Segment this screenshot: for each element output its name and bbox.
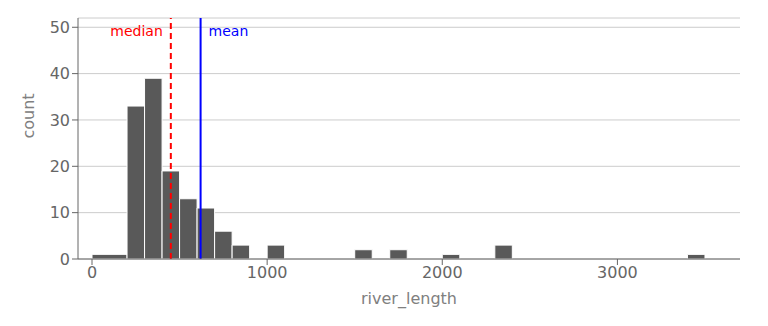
svg-text:count: count xyxy=(19,93,38,138)
svg-text:50: 50 xyxy=(50,18,70,37)
svg-text:40: 40 xyxy=(50,64,70,83)
svg-text:river_length: river_length xyxy=(361,289,457,309)
svg-text:1000: 1000 xyxy=(247,263,288,282)
svg-text:0: 0 xyxy=(87,263,97,282)
svg-text:0: 0 xyxy=(60,250,70,269)
svg-text:10: 10 xyxy=(50,203,70,222)
svg-text:mean: mean xyxy=(209,23,249,39)
svg-text:30: 30 xyxy=(50,111,70,130)
svg-text:3000: 3000 xyxy=(597,263,638,282)
svg-text:median: median xyxy=(110,23,162,39)
svg-text:2000: 2000 xyxy=(422,263,463,282)
svg-text:20: 20 xyxy=(50,157,70,176)
